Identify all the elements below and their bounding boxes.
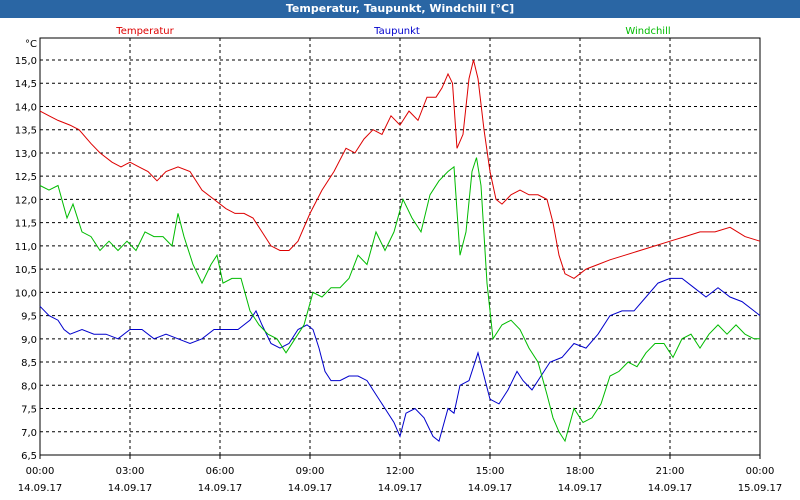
y-tick-label: 13,0 bbox=[15, 149, 37, 160]
y-tick-label: 10,5 bbox=[15, 265, 37, 276]
x-tick-date: 14.09.17 bbox=[18, 483, 63, 494]
x-tick-date: 14.09.17 bbox=[108, 483, 153, 494]
x-tick-date: 14.09.17 bbox=[648, 483, 693, 494]
legend: Temperatur Taupunkt Windchill bbox=[115, 26, 670, 37]
x-tick-time: 15:00 bbox=[476, 466, 505, 477]
y-axis-unit: °C bbox=[25, 39, 37, 50]
y-tick-label: 8,5 bbox=[21, 358, 37, 369]
x-tick-time: 03:00 bbox=[116, 466, 145, 477]
x-tick-date: 15.09.17 bbox=[738, 483, 783, 494]
y-tick-label: 14,0 bbox=[15, 102, 37, 113]
y-tick-label: 15,0 bbox=[15, 56, 37, 67]
y-tick-label: 7,0 bbox=[21, 428, 37, 439]
series-lines bbox=[39, 59, 761, 443]
line-chart: 6,5 7,0 7,5 8,0 8,5 9,0 9,5 10,0 10,5 11,0 11,5 12,… bbox=[15, 26, 783, 494]
x-tick-time: 21:00 bbox=[656, 466, 685, 477]
x-tick-date: 14.09.17 bbox=[558, 483, 603, 494]
y-tick-label: 12,5 bbox=[15, 172, 37, 183]
x-tick-date: 14.09.17 bbox=[468, 483, 513, 494]
x-tick-date: 14.09.17 bbox=[288, 483, 333, 494]
legend-label-temperatur: Temperatur bbox=[115, 26, 174, 37]
x-tick-date: 14.09.17 bbox=[378, 483, 423, 494]
y-axis-ticks: 6,5 7,0 7,5 8,0 8,5 9,0 9,5 10,0 10,5 11,0 11,5 12,… bbox=[15, 56, 37, 462]
x-axis-ticks: 00:00 14.09.17 03:00 14.09.17 06:00 14.09.17 0… bbox=[18, 455, 783, 494]
y-tick-label: 7,5 bbox=[21, 405, 37, 416]
x-tick-time: 18:00 bbox=[566, 466, 595, 477]
x-tick-time: 00:00 bbox=[26, 466, 55, 477]
y-tick-label: 9,5 bbox=[21, 312, 37, 323]
window-title: Temperatur, Taupunkt, Windchill [°C] bbox=[0, 0, 800, 18]
x-tick-time: 09:00 bbox=[296, 466, 325, 477]
y-tick-label: 8,0 bbox=[21, 381, 37, 392]
y-tick-label: 9,0 bbox=[21, 335, 37, 346]
y-tick-label: 6,5 bbox=[21, 451, 37, 462]
series-line-taupunkt bbox=[39, 277, 761, 442]
legend-label-taupunkt: Taupunkt bbox=[373, 26, 420, 37]
y-tick-label: 10,0 bbox=[15, 288, 37, 299]
y-tick-label: 13,5 bbox=[15, 126, 37, 137]
y-tick-label: 11,5 bbox=[15, 219, 37, 230]
x-tick-time: 12:00 bbox=[386, 466, 415, 477]
series-line-temperatur bbox=[39, 59, 761, 279]
series-line-windchill bbox=[39, 157, 760, 443]
y-tick-label: 14,5 bbox=[15, 79, 37, 90]
x-tick-time: 06:00 bbox=[206, 466, 235, 477]
y-tick-label: 11,0 bbox=[15, 242, 37, 253]
x-tick-time: 00:00 bbox=[746, 466, 775, 477]
y-tick-label: 12,0 bbox=[15, 195, 37, 206]
legend-label-windchill: Windchill bbox=[625, 26, 670, 37]
x-tick-date: 14.09.17 bbox=[198, 483, 243, 494]
grid bbox=[40, 38, 760, 456]
